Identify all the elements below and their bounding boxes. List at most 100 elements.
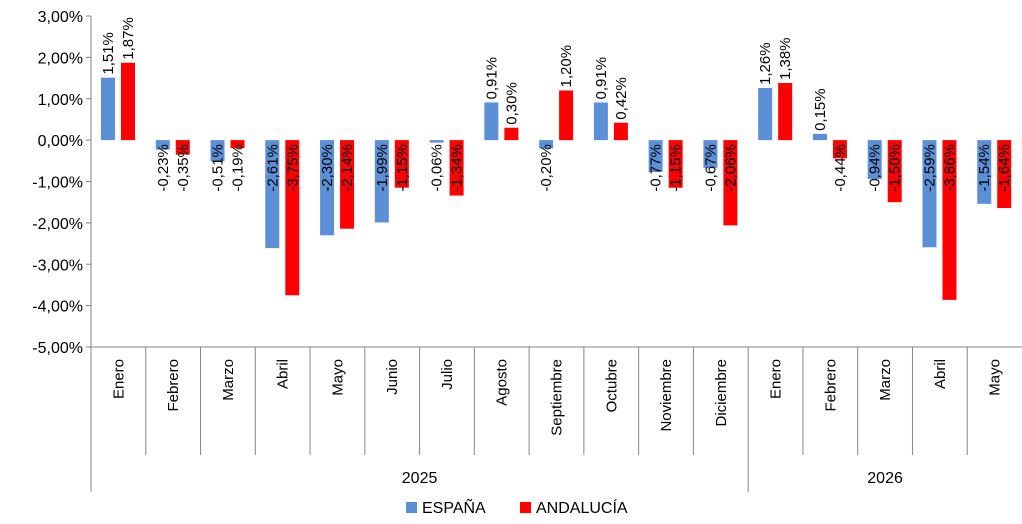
data-label: -0,77% [648, 144, 665, 192]
bar-espana [539, 140, 554, 149]
data-label: -1,15% [394, 144, 411, 192]
year-label: 2025 [402, 470, 438, 487]
bar-andalucia [668, 140, 683, 188]
bar-andalucia [449, 140, 464, 196]
bars [101, 62, 1012, 300]
bar-andalucia [394, 140, 409, 188]
month-label: Junio [384, 359, 401, 395]
bar-andalucia [175, 140, 190, 155]
data-label: -1,50% [887, 144, 904, 192]
month-label: Agosto [494, 359, 511, 406]
bar-andalucia [504, 127, 519, 141]
data-label: -0,51% [210, 144, 227, 192]
data-labels: 1,51% -0,23% -0,51% -2,61% -2,30% -1,99% -0,06… [100, 17, 1013, 191]
bar-andalucia [340, 140, 355, 229]
data-label: 1,87% [120, 17, 137, 60]
y-tick-label: 0,00% [38, 133, 83, 150]
data-label: -1,34% [449, 144, 466, 192]
data-label: -3,75% [284, 144, 301, 192]
data-label: 0,91% [593, 57, 610, 100]
data-label: -0,23% [155, 144, 172, 192]
bar-andalucia [778, 83, 793, 141]
bar-espana [758, 87, 773, 141]
bar-espana [593, 102, 608, 141]
data-label: -0,35% [175, 144, 192, 192]
month-label: Enero [110, 359, 127, 399]
data-label: 0,91% [483, 57, 500, 100]
data-label: -0,44% [832, 144, 849, 192]
legend-swatch-espana [406, 502, 417, 513]
bar-espana [648, 140, 663, 172]
month-label: Mayo [329, 359, 346, 396]
data-label: -0,06% [429, 144, 446, 192]
legend-label-andalucia: ANDALUCÍA [536, 498, 628, 517]
data-label: -2,14% [339, 144, 356, 192]
month-label: Abril [932, 359, 949, 389]
bar-espana [265, 140, 280, 249]
data-label: 0,30% [503, 82, 520, 125]
bar-andalucia [997, 140, 1012, 208]
y-tick-label: 1,00% [38, 92, 83, 109]
data-label: -1,99% [374, 144, 391, 192]
bar-andalucia [613, 122, 628, 141]
data-label: 1,51% [100, 32, 117, 75]
data-label: -1,15% [668, 144, 685, 192]
data-label: 0,15% [812, 88, 829, 131]
legend: ESPAÑA ANDALUCÍA [406, 497, 628, 517]
bar-andalucia [723, 140, 738, 226]
bar-espana [922, 140, 937, 248]
month-label: Mayo [987, 359, 1004, 396]
bar-espana [210, 140, 225, 162]
month-label: Febrero [165, 359, 182, 412]
bar-andalucia [832, 140, 847, 159]
month-label: Abril [275, 359, 292, 389]
y-tick-label: 3,00% [38, 9, 83, 26]
bar-espana [484, 102, 499, 141]
data-label: -0,19% [230, 144, 247, 192]
y-tick-label: -5,00% [32, 340, 83, 357]
y-tick-label: 2,00% [38, 50, 83, 67]
y-tick-label: -2,00% [32, 216, 83, 233]
bar-espana [320, 140, 335, 236]
bar-andalucia [285, 140, 300, 296]
bar-andalucia [121, 62, 135, 141]
bar-espana [429, 140, 444, 143]
month-label: Diciembre [713, 359, 730, 427]
month-label: Marzo [877, 359, 894, 401]
bar-espana [703, 140, 718, 168]
data-label: -0,94% [867, 144, 884, 192]
data-label: 1,26% [757, 42, 774, 85]
data-label: 0,42% [613, 77, 630, 120]
month-label: Febrero [822, 359, 839, 412]
data-label: -2,30% [319, 144, 336, 192]
data-label: 1,20% [558, 45, 575, 88]
y-axis: 3,00% 2,00% 1,00% 0,00% -1,00% -2,00% -3,00% -4… [32, 9, 92, 357]
y-tick-label: -3,00% [32, 257, 83, 274]
x-axis: Enero Febrero Marzo Abril Mayo Junio Julio Agos… [90, 346, 1022, 492]
month-label: Octubre [603, 359, 620, 412]
bar-espana [374, 140, 389, 223]
data-label: -1,64% [996, 144, 1013, 192]
data-label: -0,20% [538, 144, 555, 192]
y-tick-label: -1,00% [32, 175, 83, 192]
legend-swatch-andalucia [520, 502, 531, 513]
data-label: 1,38% [777, 37, 794, 80]
bar-andalucia [887, 140, 902, 203]
data-label: -2,06% [722, 144, 739, 192]
bar-espana [155, 140, 170, 150]
bar-espana [101, 77, 115, 141]
bar-espana [977, 140, 992, 204]
data-label: -3,86% [941, 144, 958, 192]
y-tick-label: -4,00% [32, 299, 83, 316]
year-label: 2026 [867, 470, 903, 487]
bar-andalucia [230, 140, 245, 148]
bar-espana [867, 140, 882, 180]
month-label: Marzo [220, 359, 237, 401]
month-label: Septiembre [549, 359, 566, 436]
month-label: Noviembre [658, 359, 675, 432]
legend-label-espana: ESPAÑA [422, 497, 486, 517]
month-label: Julio [439, 359, 456, 390]
data-label: -1,54% [976, 144, 993, 192]
data-label: -2,59% [921, 144, 938, 192]
